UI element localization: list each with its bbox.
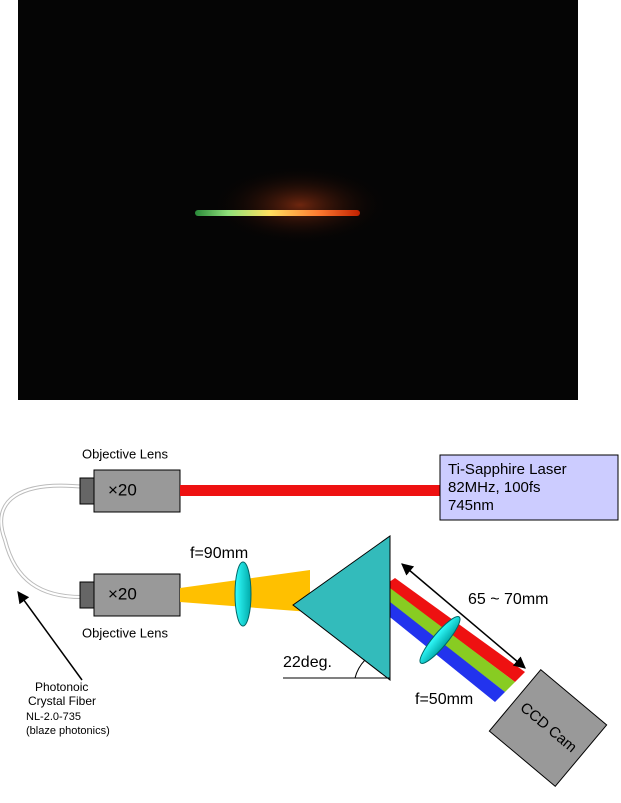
laser-beam — [180, 485, 440, 496]
label: 22deg. — [283, 654, 332, 671]
label: NL-2.0-735 — [26, 711, 81, 723]
label: Ti-Sapphire Laser — [448, 461, 567, 478]
glow — [210, 165, 390, 245]
angle-arc — [355, 660, 365, 678]
label: ×20 — [108, 480, 137, 499]
label: 82MHz, 100fs — [448, 479, 541, 496]
fiber-core — [1, 486, 85, 597]
label: 65 ~ 70mm — [468, 591, 548, 608]
label: Crystal Fiber — [28, 694, 96, 708]
page: Objective Lens ×20 Ti-Sapphire Laser 82M… — [0, 0, 621, 803]
label: ×20 — [108, 584, 137, 603]
objective — [94, 470, 180, 512]
objective-tip — [80, 582, 94, 608]
label: f=50mm — [415, 691, 473, 708]
lens — [235, 562, 251, 626]
spectrum-streak — [195, 210, 360, 216]
label: Objective Lens — [82, 446, 168, 461]
objective-tip — [80, 478, 94, 504]
label: 745nm — [448, 497, 494, 514]
label: (blaze photonics) — [26, 725, 110, 737]
pointer-arrow — [18, 592, 82, 680]
label: Photonoic — [35, 680, 88, 694]
label: f=90mm — [190, 545, 248, 562]
label: Objective Lens — [82, 625, 168, 640]
fiber — [1, 486, 85, 597]
objective — [94, 574, 180, 616]
